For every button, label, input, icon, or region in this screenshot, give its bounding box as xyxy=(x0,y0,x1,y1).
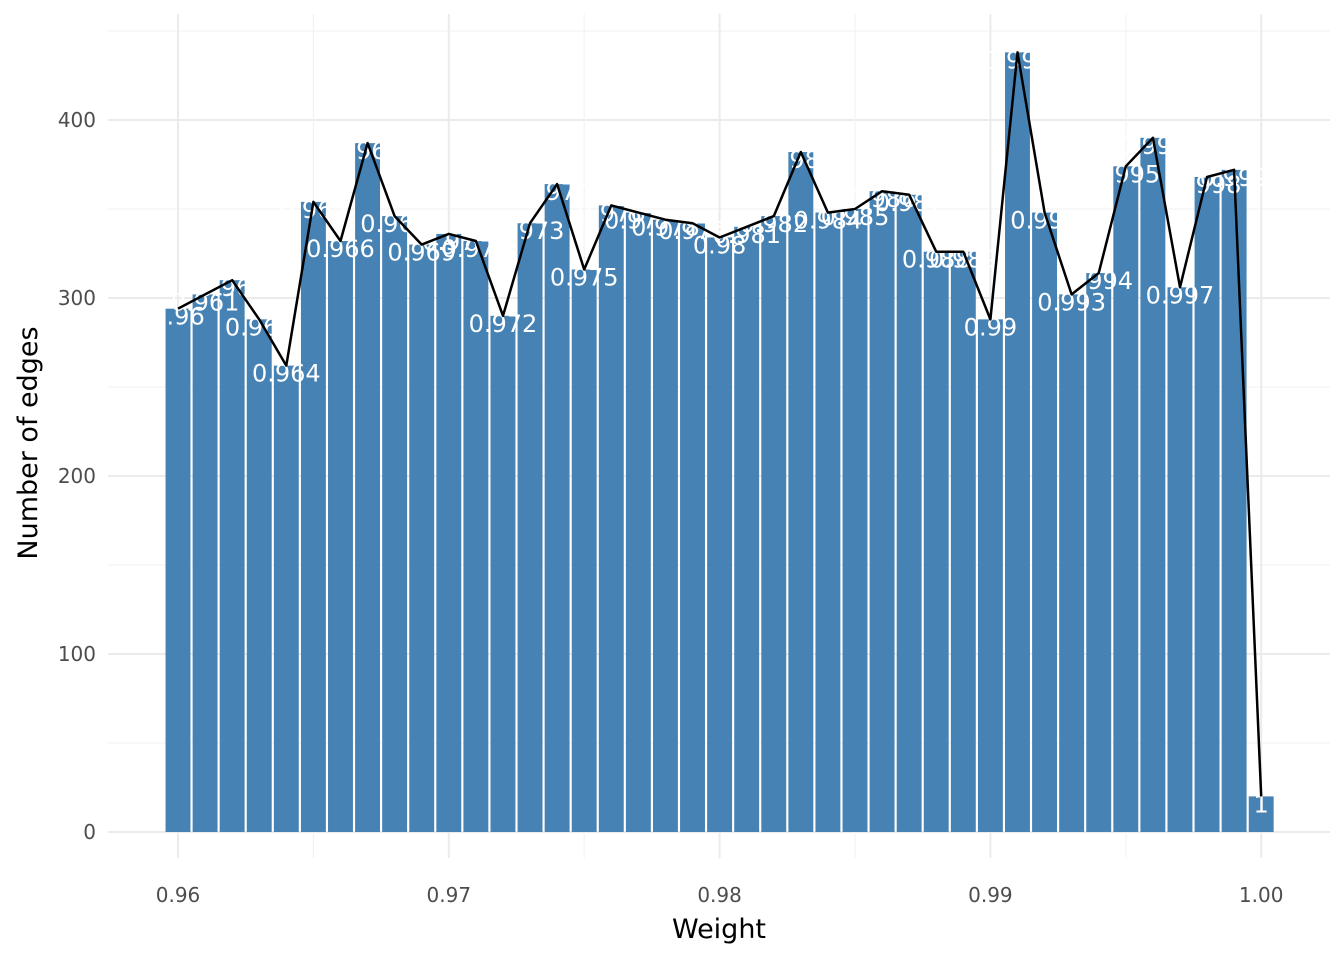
data-label: 0.977 xyxy=(604,207,673,235)
bar xyxy=(707,237,733,833)
data-label: 0.987 xyxy=(875,189,944,217)
bar xyxy=(382,216,408,832)
data-labels: 0.960.9610.9620.9630.9640.9650.9660.9670… xyxy=(151,46,1269,818)
y-tick-label: 300 xyxy=(58,286,96,310)
y-axis-ticks: 0 100 200 300 400 xyxy=(58,108,96,844)
bar xyxy=(1005,52,1030,833)
bar xyxy=(490,315,516,832)
bar xyxy=(328,241,353,833)
bar xyxy=(761,216,787,832)
bar xyxy=(517,223,543,833)
bar xyxy=(1086,273,1112,833)
bar xyxy=(1059,294,1085,832)
bar xyxy=(896,194,922,832)
bar xyxy=(869,191,895,832)
data-label: 0.978 xyxy=(631,214,700,242)
bar xyxy=(734,226,760,833)
bar xyxy=(598,205,624,832)
series-line-layer xyxy=(177,51,1263,797)
y-tick-label: 400 xyxy=(58,108,96,132)
data-label: 0.996 xyxy=(1119,132,1188,160)
data-label: 0.989 xyxy=(929,246,998,274)
bar xyxy=(544,184,570,832)
bar xyxy=(625,212,651,832)
bar xyxy=(680,223,705,833)
series-line xyxy=(177,51,1263,797)
data-label: 0.974 xyxy=(523,178,592,206)
bar xyxy=(923,251,949,833)
data-label: 0.986 xyxy=(848,185,917,213)
bar xyxy=(1248,796,1274,832)
x-tick-label: 1.00 xyxy=(1239,883,1284,907)
bar xyxy=(1032,212,1058,832)
bar xyxy=(652,219,678,832)
data-label: 0.976 xyxy=(577,199,646,227)
bar xyxy=(1167,287,1193,832)
x-tick-label: 0.96 xyxy=(156,883,201,907)
y-tick-label: 0 xyxy=(83,820,96,844)
bar xyxy=(788,152,814,833)
bar xyxy=(1221,169,1247,833)
bar xyxy=(192,294,218,832)
x-tick-label: 0.97 xyxy=(427,883,472,907)
x-axis-ticks: 0.96 0.97 0.98 0.99 1.00 xyxy=(156,883,1284,907)
x-axis-title: Weight xyxy=(672,914,766,945)
x-tick-label: 0.98 xyxy=(697,883,742,907)
data-label: 0.979 xyxy=(658,217,727,245)
y-axis-title: Number of edges xyxy=(13,326,44,559)
bar xyxy=(355,143,381,832)
data-label: 1 xyxy=(1254,790,1269,818)
bar xyxy=(409,244,435,833)
y-tick-label: 100 xyxy=(58,642,96,666)
bar xyxy=(950,251,976,833)
bars xyxy=(165,52,1274,833)
bar xyxy=(571,269,597,832)
bar xyxy=(463,241,489,833)
bar xyxy=(436,233,462,833)
bar xyxy=(273,365,299,832)
data-label: 0.965 xyxy=(279,196,348,224)
data-label: 0.967 xyxy=(333,137,402,165)
x-tick-label: 0.99 xyxy=(968,883,1013,907)
bar xyxy=(977,319,1003,832)
bar xyxy=(815,212,841,832)
data-label: 0.983 xyxy=(766,146,835,174)
bar xyxy=(1140,137,1166,833)
bar xyxy=(842,209,868,832)
bar xyxy=(1194,176,1220,832)
bar xyxy=(246,319,272,832)
bar xyxy=(300,201,326,832)
data-label: 0.998 xyxy=(1173,171,1242,199)
data-label: 0.962 xyxy=(198,274,267,302)
bar xyxy=(219,280,245,832)
bar xyxy=(165,308,191,832)
bar xyxy=(1113,166,1139,832)
y-tick-label: 200 xyxy=(58,464,96,488)
data-label: 0.995 xyxy=(1091,160,1160,188)
